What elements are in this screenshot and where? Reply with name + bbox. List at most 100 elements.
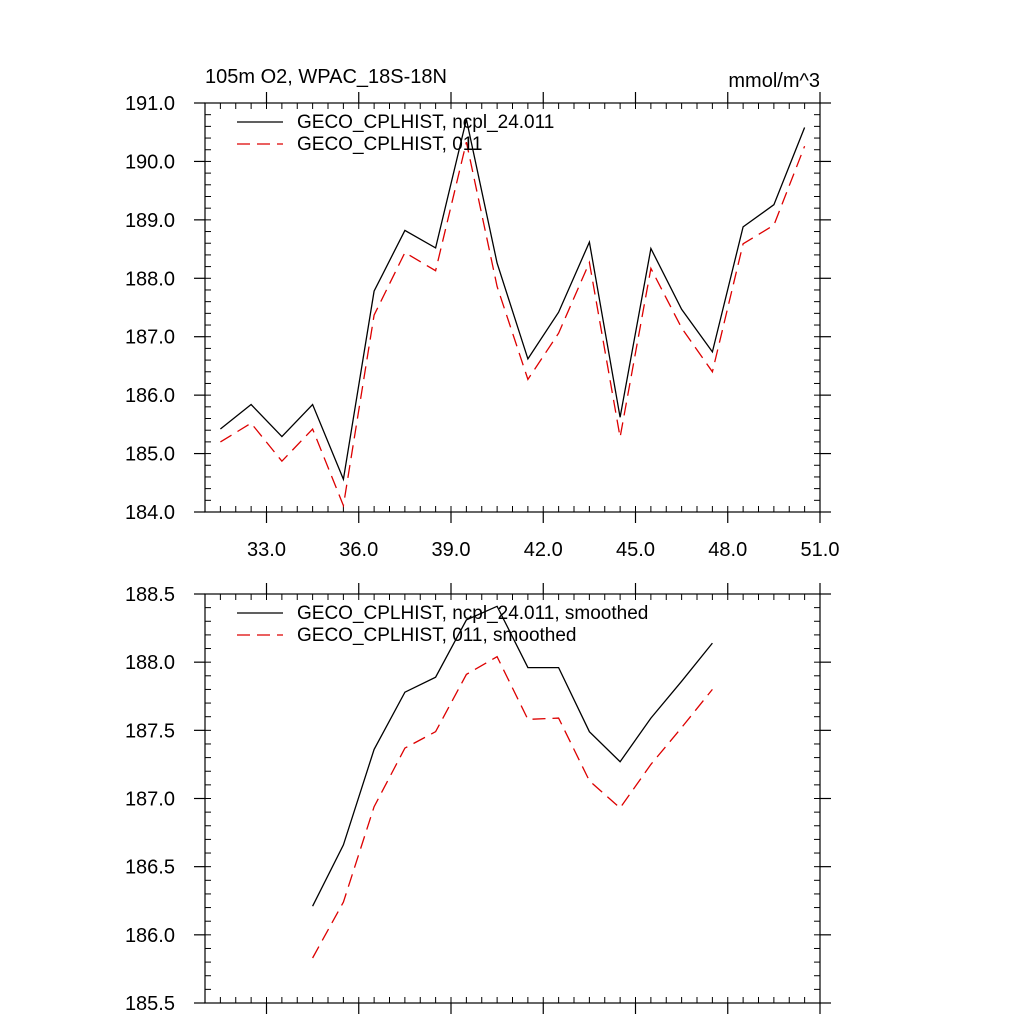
data-point-s2 — [526, 378, 529, 381]
data-point-s1 — [373, 290, 376, 293]
y-tick-label: 188.0 — [125, 268, 175, 290]
x-tick-label: 39.0 — [432, 539, 471, 561]
data-point-s2 — [711, 688, 714, 691]
data-point-s2 — [342, 901, 345, 904]
data-point-s2 — [403, 747, 406, 750]
data-point-s2 — [311, 956, 314, 959]
data-point-s2 — [742, 242, 745, 245]
data-point-s1 — [373, 748, 376, 751]
data-point-s2 — [680, 726, 683, 729]
legend-label-1: GECO_CPLHIST, ncpl_24.011 — [297, 112, 554, 133]
data-point-s1 — [219, 427, 222, 430]
y-tick-label: 188.0 — [125, 652, 175, 674]
data-point-s1 — [526, 357, 529, 360]
data-point-s1 — [649, 247, 652, 250]
data-point-s1 — [742, 225, 745, 228]
data-point-s2 — [373, 805, 376, 808]
y-tick-label: 187.5 — [125, 720, 175, 742]
y-tick-label: 187.0 — [125, 789, 175, 811]
x-tick-label: 45.0 — [616, 539, 655, 561]
data-point-s1 — [772, 203, 775, 206]
data-point-s2 — [619, 436, 622, 439]
data-point-s1 — [403, 691, 406, 694]
data-point-s1 — [557, 311, 560, 314]
data-point-s2 — [434, 269, 437, 272]
y-tick-label: 186.0 — [125, 385, 175, 407]
y-tick-label: 185.0 — [125, 444, 175, 466]
data-point-s2 — [557, 717, 560, 720]
top-panel: 33.0 36.0 39.0 42.0 45.0 48.0 51.0 184.0 185.0 18… — [125, 66, 840, 561]
legend-label-1: GECO_CPLHIST, ncpl_24.011, smoothed — [297, 603, 648, 624]
bottom-panel: 185.5 186.0 186.5 187.0 187.5 188.0 188.5 GECO_… — [125, 583, 831, 1015]
data-point-s2 — [803, 145, 806, 148]
data-point-s2 — [557, 332, 560, 335]
data-point-s2 — [772, 224, 775, 227]
data-point-s1 — [342, 478, 345, 481]
data-point-s2 — [649, 267, 652, 270]
chart-title-left: 105m O2, WPAC_18S-18N — [205, 66, 447, 88]
data-point-s1 — [250, 403, 253, 406]
data-point-s2 — [465, 673, 468, 676]
chart-title-right: mmol/m^3 — [728, 70, 820, 92]
data-point-s2 — [588, 261, 591, 264]
series-line-1 — [312, 605, 713, 907]
data-point-s1 — [403, 229, 406, 232]
x-tick-label: 36.0 — [339, 539, 378, 561]
data-point-s1 — [680, 308, 683, 311]
data-point-s2 — [588, 779, 591, 782]
data-point-s2 — [496, 285, 499, 288]
data-point-s1 — [434, 676, 437, 679]
data-point-s2 — [342, 504, 345, 507]
data-point-s1 — [711, 642, 714, 645]
x-tick-label: 51.0 — [801, 539, 840, 561]
y-tick-label: 186.5 — [125, 857, 175, 879]
y-tick-label: 190.0 — [125, 151, 175, 173]
data-point-s1 — [711, 350, 714, 353]
data-point-s2 — [711, 370, 714, 373]
data-point-s2 — [311, 427, 314, 430]
x-tick-label: 33.0 — [247, 539, 286, 561]
data-point-s1 — [557, 666, 560, 669]
data-point-s2 — [219, 440, 222, 443]
plot-frame — [204, 102, 821, 513]
data-point-s1 — [311, 905, 314, 908]
data-point-s2 — [373, 314, 376, 317]
legend-label-2: GECO_CPLHIST, 011, smoothed — [297, 625, 577, 646]
x-tick-label: 48.0 — [708, 539, 747, 561]
y-tick-label: 186.0 — [125, 925, 175, 947]
data-point-s2 — [250, 422, 253, 425]
data-point-s2 — [403, 251, 406, 254]
x-tick-label: 42.0 — [524, 539, 563, 561]
series-line-2 — [312, 655, 713, 959]
data-point-s2 — [526, 718, 529, 721]
data-point-s2 — [680, 326, 683, 329]
data-point-s1 — [496, 262, 499, 265]
data-point-s1 — [342, 843, 345, 846]
y-tick-label: 188.5 — [125, 584, 175, 606]
data-point-s2 — [434, 730, 437, 733]
data-point-s1 — [649, 717, 652, 720]
data-point-s1 — [526, 666, 529, 669]
data-point-s1 — [311, 403, 314, 406]
series-line-2 — [220, 141, 806, 509]
y-tick-label: 189.0 — [125, 210, 175, 232]
data-point-s1 — [280, 435, 283, 438]
series-line-1 — [219, 119, 806, 482]
data-point-s2 — [280, 460, 283, 463]
data-point-s2 — [496, 655, 499, 658]
y-tick-label: 191.0 — [125, 93, 175, 115]
plot-frame — [204, 593, 821, 1004]
data-point-s1 — [434, 246, 437, 249]
data-point-s1 — [588, 241, 591, 244]
y-tick-label: 185.5 — [125, 993, 175, 1015]
data-point-s2 — [649, 763, 652, 766]
data-point-s1 — [619, 760, 622, 763]
data-point-s1 — [588, 730, 591, 733]
data-point-s1 — [680, 680, 683, 683]
y-tick-label: 187.0 — [125, 327, 175, 349]
data-point-s1 — [619, 416, 622, 419]
y-tick-label: 184.0 — [125, 502, 175, 524]
data-point-s1 — [803, 126, 806, 129]
legend-label-2: GECO_CPLHIST, 011 — [297, 134, 483, 155]
